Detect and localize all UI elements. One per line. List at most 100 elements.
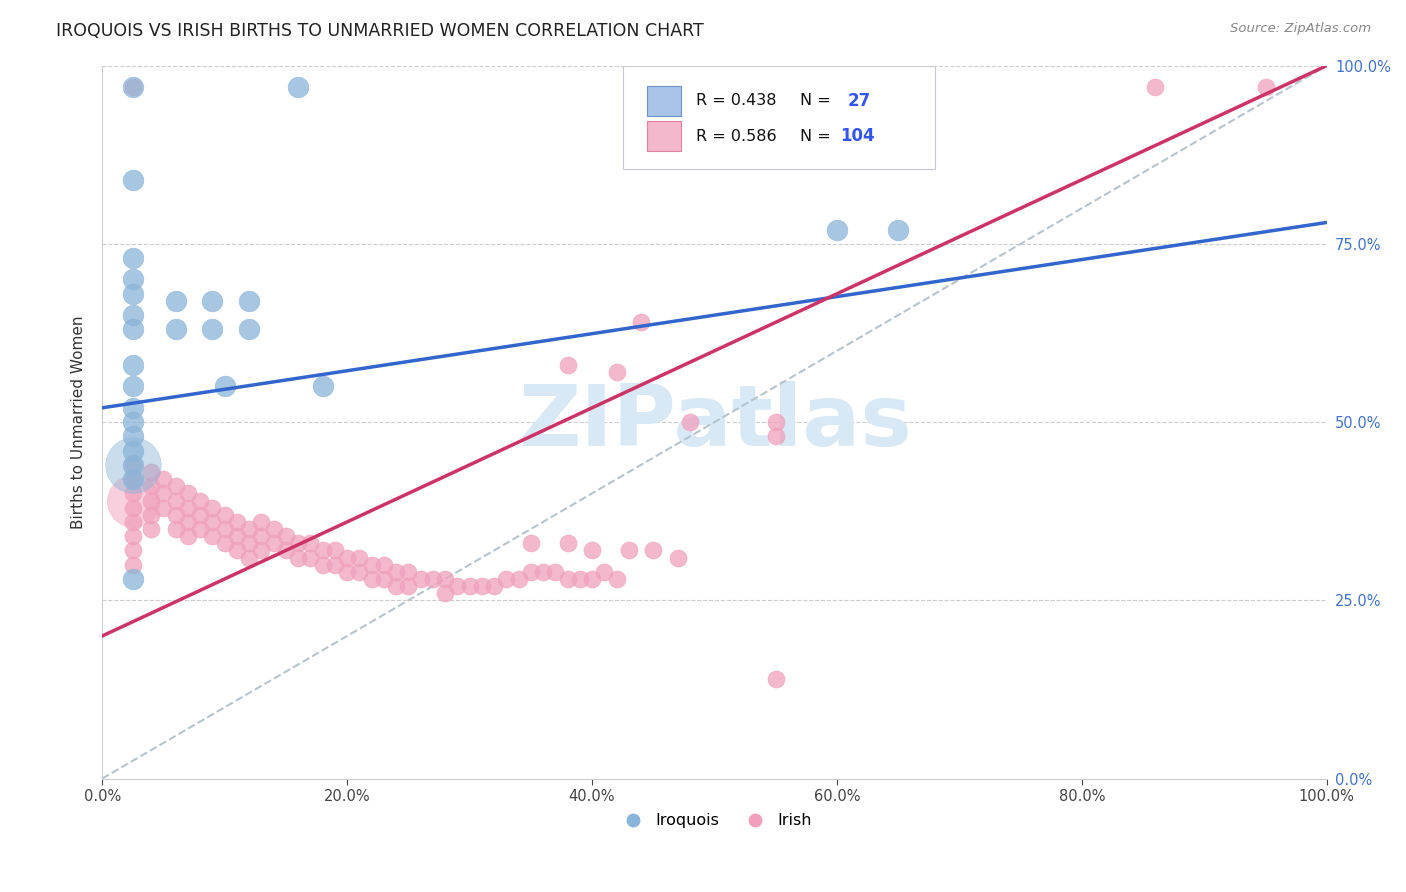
Point	[214, 522, 236, 536]
Bar	[647, 121, 682, 151]
Point	[152, 486, 174, 500]
Point	[544, 565, 567, 579]
Point	[121, 472, 143, 486]
Point	[121, 401, 143, 415]
Point	[165, 479, 187, 493]
Point	[373, 572, 395, 586]
Text: Source: ZipAtlas.com: Source: ZipAtlas.com	[1230, 22, 1371, 36]
Y-axis label: Births to Unmarried Women: Births to Unmarried Women	[72, 316, 86, 529]
Point	[593, 565, 616, 579]
Point	[121, 286, 143, 301]
Point	[141, 493, 163, 508]
Legend: Iroquois, Irish: Iroquois, Irish	[612, 807, 818, 835]
Point	[336, 565, 359, 579]
Text: ZIPatlas: ZIPatlas	[517, 381, 911, 464]
Point	[165, 493, 187, 508]
Point	[121, 529, 143, 543]
Text: R = 0.438: R = 0.438	[696, 93, 776, 108]
Point	[121, 558, 143, 572]
Point	[385, 579, 408, 593]
Point	[606, 572, 628, 586]
Point	[396, 565, 419, 579]
Point	[201, 293, 224, 308]
Point	[141, 465, 163, 479]
Point	[121, 308, 143, 322]
Point	[1144, 80, 1167, 95]
Point	[201, 529, 224, 543]
Point	[226, 515, 249, 529]
Point	[299, 536, 322, 550]
Bar	[647, 86, 682, 115]
Text: R = 0.586: R = 0.586	[696, 128, 776, 144]
Point	[214, 508, 236, 522]
Point	[617, 543, 640, 558]
Point	[508, 572, 530, 586]
Point	[165, 322, 187, 336]
Point	[214, 379, 236, 393]
Point	[141, 479, 163, 493]
Point	[373, 558, 395, 572]
Text: IROQUOIS VS IRISH BIRTHS TO UNMARRIED WOMEN CORRELATION CHART: IROQUOIS VS IRISH BIRTHS TO UNMARRIED WO…	[56, 22, 704, 40]
Point	[887, 80, 910, 95]
Point	[214, 536, 236, 550]
Point	[121, 458, 143, 472]
Point	[263, 536, 285, 550]
FancyBboxPatch shape	[623, 66, 935, 169]
Point	[250, 543, 273, 558]
Point	[238, 293, 260, 308]
Point	[121, 572, 143, 586]
Point	[121, 515, 143, 529]
Point	[482, 579, 505, 593]
Point	[152, 500, 174, 515]
Point	[630, 315, 652, 329]
Point	[606, 365, 628, 379]
Point	[165, 293, 187, 308]
Point	[263, 522, 285, 536]
Point	[121, 80, 143, 95]
Point	[323, 558, 346, 572]
Point	[409, 572, 432, 586]
Point	[311, 558, 333, 572]
Point	[250, 515, 273, 529]
Point	[360, 558, 382, 572]
Point	[287, 550, 309, 565]
Point	[177, 529, 200, 543]
Point	[121, 358, 143, 372]
Point	[495, 572, 517, 586]
Text: 104: 104	[841, 128, 876, 145]
Point	[177, 486, 200, 500]
Point	[520, 565, 543, 579]
Point	[121, 443, 143, 458]
Point	[121, 458, 143, 472]
Point	[141, 522, 163, 536]
Point	[250, 529, 273, 543]
Point	[226, 543, 249, 558]
Point	[557, 536, 579, 550]
Point	[825, 80, 848, 95]
Point	[336, 550, 359, 565]
Point	[396, 579, 419, 593]
Point	[238, 322, 260, 336]
Point	[434, 572, 457, 586]
Point	[666, 550, 689, 565]
Point	[165, 522, 187, 536]
Point	[201, 322, 224, 336]
Point	[165, 508, 187, 522]
Point	[471, 579, 494, 593]
Point	[121, 486, 143, 500]
Point	[141, 508, 163, 522]
Point	[152, 472, 174, 486]
Point	[299, 550, 322, 565]
Point	[557, 358, 579, 372]
Point	[360, 572, 382, 586]
Point	[520, 536, 543, 550]
Point	[446, 579, 468, 593]
Point	[121, 458, 143, 472]
Point	[349, 565, 371, 579]
Point	[531, 565, 554, 579]
Point	[557, 572, 579, 586]
Point	[385, 565, 408, 579]
Point	[226, 529, 249, 543]
Point	[1254, 80, 1277, 95]
Point	[121, 251, 143, 265]
